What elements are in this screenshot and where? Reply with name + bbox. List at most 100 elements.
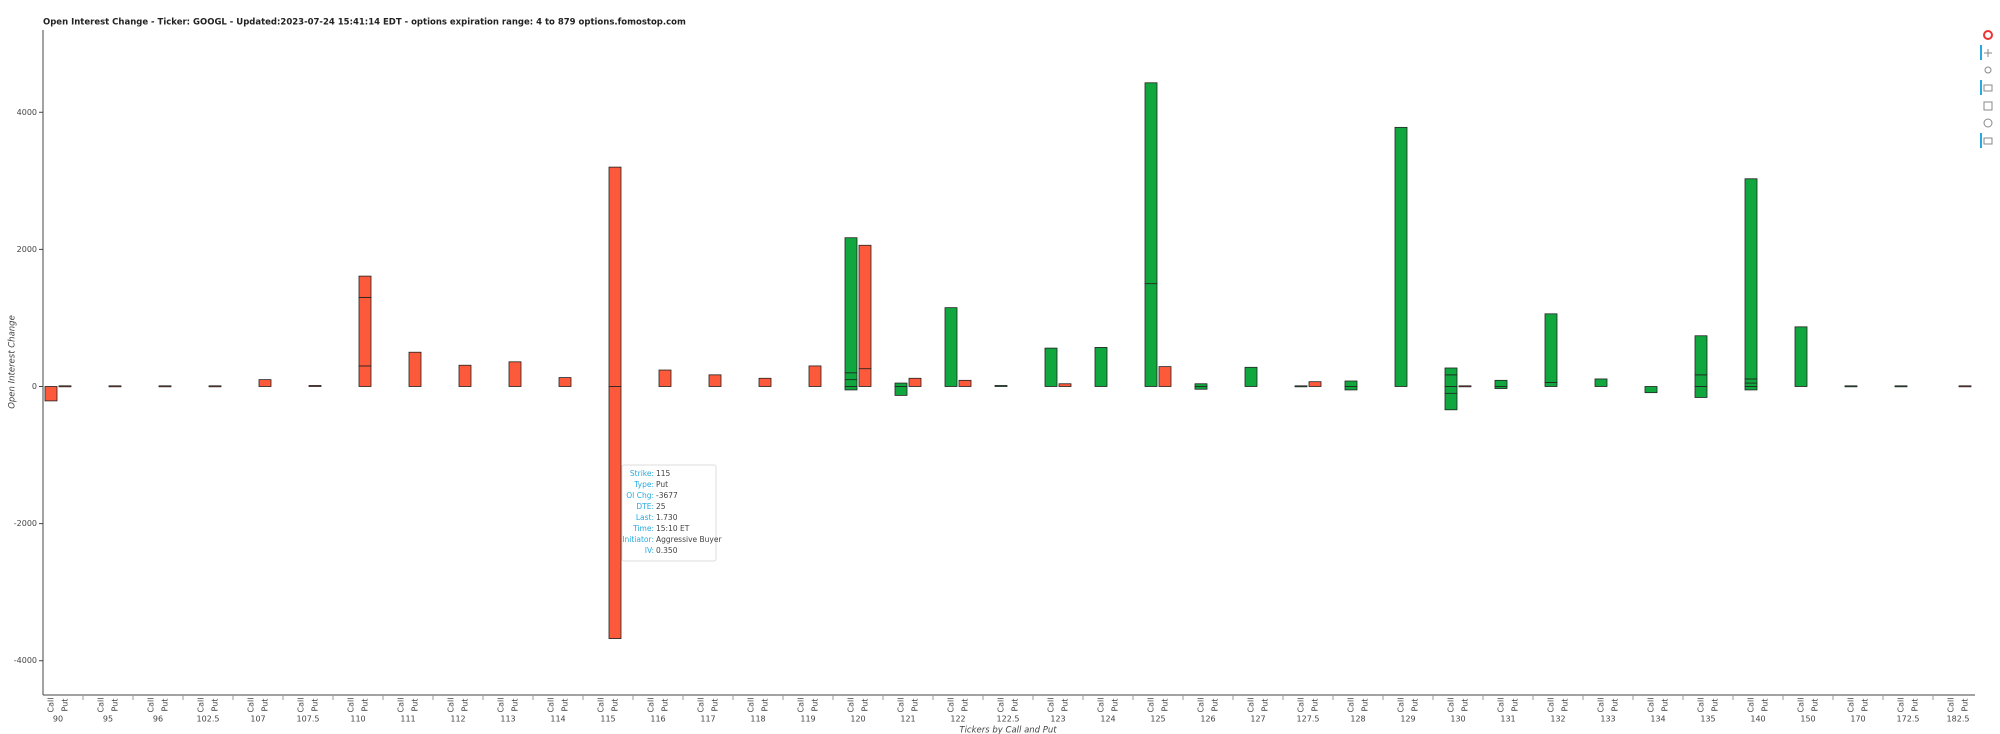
x-tick-label: 116 (650, 715, 665, 724)
sub-tick-label: Call (247, 698, 256, 713)
logo[interactable] (1983, 30, 1993, 40)
x-tick-label: 124 (1100, 715, 1115, 724)
sub-tick-label: Put (1611, 699, 1620, 712)
sub-tick-label: Call (1947, 698, 1956, 713)
x-tick-label: 95 (103, 715, 113, 724)
sub-tick-label: Put (561, 699, 570, 712)
x-tick-label: 110 (350, 715, 365, 724)
x-tick-label: 119 (800, 715, 815, 724)
sub-tick-label: Put (1511, 699, 1520, 712)
sub-tick-label: Put (661, 699, 670, 712)
sub-tick-label: Call (447, 698, 456, 713)
bar-segment (1158, 366, 1172, 387)
sub-tick-label: Call (147, 698, 156, 713)
tooltip-value: Put (656, 480, 668, 489)
bar-segment (844, 379, 858, 387)
bar-segment (858, 368, 872, 387)
sub-tick-label: Call (847, 698, 856, 713)
bar-segment (1044, 347, 1058, 387)
sub-tick-label: Put (811, 699, 820, 712)
x-tick-label: 135 (1700, 715, 1715, 724)
x-tick-label: 140 (1750, 715, 1765, 724)
sub-tick-label: Call (1597, 698, 1606, 713)
bar-segment (1794, 326, 1808, 387)
x-tick-label: 132 (1550, 715, 1565, 724)
bar-segment (408, 351, 422, 387)
zoom-tool[interactable] (1984, 66, 1992, 74)
x-tick-label: 107 (250, 715, 265, 724)
bar-segment (1744, 386, 1758, 391)
x-tick-label: 127.5 (1297, 715, 1320, 724)
sub-tick-label: Call (197, 698, 206, 713)
sub-tick-label: Call (397, 698, 406, 713)
sub-tick-label: Call (1347, 698, 1356, 713)
sub-tick-label: Put (1911, 699, 1920, 712)
x-tick-label: 112 (450, 715, 465, 724)
sub-tick-label: Call (1247, 698, 1256, 713)
y-tick-label: -2000 (14, 519, 37, 528)
tooltip-key: Last: (636, 513, 654, 522)
bar-segment (1094, 347, 1108, 387)
sub-tick-label: Call (747, 698, 756, 713)
sub-tick-label: Put (61, 699, 70, 712)
box-zoom-tool[interactable] (1983, 84, 1993, 92)
sub-tick-label: Call (347, 698, 356, 713)
pan-tool[interactable] (1984, 49, 1992, 57)
bar-segment (1744, 178, 1758, 380)
sub-tick-label: Put (361, 699, 370, 712)
tooltip-value: 0.350 (656, 546, 678, 555)
bar-segment (1444, 392, 1458, 411)
bar-segment (608, 386, 622, 639)
bar-segment (208, 385, 222, 388)
bar-segment (844, 386, 858, 391)
bar-segment (1444, 367, 1458, 376)
tooltip-value: 15:10 ET (656, 524, 690, 533)
x-tick-label: 120 (850, 715, 865, 724)
x-tick-label: 172.5 (1897, 715, 1920, 724)
sub-tick-label: Put (1261, 699, 1270, 712)
sub-tick-label: Put (411, 699, 420, 712)
sub-tick-label: Call (97, 698, 106, 713)
sub-tick-label: Put (1861, 699, 1870, 712)
sub-tick-label: Call (697, 698, 706, 713)
sub-tick-label: Put (211, 699, 220, 712)
sub-tick-label: Put (1061, 699, 1070, 712)
bar-segment (1144, 82, 1158, 285)
sub-tick-label: Put (1211, 699, 1220, 712)
bar-segment (844, 237, 858, 374)
tooltip-value: Aggressive Buyer (656, 535, 722, 544)
sub-tick-label: Call (1847, 698, 1856, 713)
hover-tool[interactable] (1983, 137, 1993, 145)
x-tick-label: 170 (1850, 715, 1865, 724)
save-tool[interactable] (1983, 101, 1993, 111)
bar-segment (1344, 380, 1358, 387)
sub-tick-label: Call (1497, 698, 1506, 713)
sub-tick-label: Put (1961, 699, 1970, 712)
sub-tick-label: Call (1097, 698, 1106, 713)
sub-tick-label: Call (1147, 698, 1156, 713)
sub-tick-label: Call (897, 698, 906, 713)
x-tick-label: 133 (1600, 715, 1615, 724)
x-tick-label: 118 (750, 715, 765, 724)
bar-segment (1544, 313, 1558, 383)
x-tick-label: 111 (400, 715, 415, 724)
sub-tick-label: Put (1161, 699, 1170, 712)
bar-segment (858, 244, 872, 370)
sub-tick-label: Put (1361, 699, 1370, 712)
bar-segment (994, 385, 1008, 387)
bar-segment (158, 385, 172, 388)
bar-segment (1308, 381, 1322, 387)
bar-segment (1958, 385, 1972, 388)
bar-segment (908, 377, 922, 387)
x-tick-label: 125 (1150, 715, 1165, 724)
x-tick-label: 117 (700, 715, 715, 724)
bar-segment (258, 379, 272, 387)
x-tick-label: 107.5 (297, 715, 320, 724)
bar-segment (1494, 386, 1508, 389)
sub-tick-label: Call (1647, 698, 1656, 713)
reset-tool[interactable] (1983, 118, 1993, 128)
tooltip-key: Time: (632, 524, 654, 533)
sub-tick-label: Put (511, 699, 520, 712)
sub-tick-label: Call (797, 698, 806, 713)
chart-title: Open Interest Change - Ticker: GOOGL - U… (43, 18, 686, 28)
